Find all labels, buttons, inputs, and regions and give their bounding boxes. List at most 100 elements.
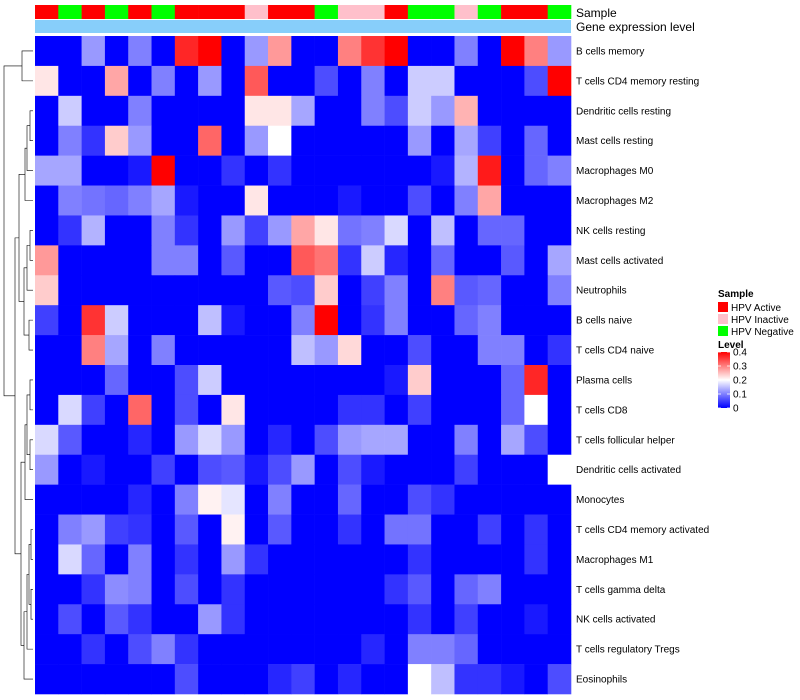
heatmap-cell xyxy=(221,544,246,575)
heatmap-cell xyxy=(244,65,269,97)
row-label: Dendritic cells activated xyxy=(576,465,681,476)
heatmap-cell xyxy=(314,365,339,396)
heatmap-cell xyxy=(337,634,362,665)
heatmap-cell xyxy=(58,36,82,67)
heatmap-cell xyxy=(104,604,129,635)
heatmap-cell xyxy=(198,424,222,456)
heatmap-cell xyxy=(221,634,246,665)
heatmap-cell xyxy=(361,245,385,276)
heatmap-cell xyxy=(384,335,409,366)
heatmap-cell xyxy=(314,394,339,426)
heatmap-cell xyxy=(35,604,59,635)
heatmap-cells xyxy=(35,36,572,695)
heatmap-cell xyxy=(361,514,385,545)
heatmap-cell xyxy=(501,574,525,605)
heatmap-cell xyxy=(361,185,385,216)
sample-annotation-cell xyxy=(477,5,502,19)
heatmap-cell xyxy=(58,664,82,695)
heatmap-cell xyxy=(454,484,479,515)
heatmap-cell xyxy=(268,424,292,456)
legend-swatch xyxy=(718,302,728,312)
heatmap-cell xyxy=(547,424,572,456)
heatmap-cell xyxy=(407,155,432,186)
heatmap-cell xyxy=(128,484,152,515)
heatmap-cell xyxy=(198,155,222,186)
heatmap-cell xyxy=(35,275,59,306)
row-label: Mast cells activated xyxy=(576,256,663,267)
heatmap-cell xyxy=(198,514,222,545)
heatmap-cell xyxy=(361,394,385,426)
heatmap-cell xyxy=(221,185,246,216)
heatmap-cell xyxy=(268,125,292,156)
heatmap-cell xyxy=(524,544,548,575)
heatmap-cell xyxy=(174,365,199,396)
heatmap-cell xyxy=(268,514,292,545)
heatmap-cell xyxy=(524,95,548,127)
heatmap-cell xyxy=(151,275,176,306)
heatmap-cell xyxy=(35,394,59,426)
heatmap-cell xyxy=(104,95,129,127)
heatmap-cell xyxy=(501,514,525,545)
heatmap-cell xyxy=(431,634,455,665)
heatmap-cell xyxy=(384,215,409,246)
heatmap-cell xyxy=(244,155,269,186)
heatmap-cell xyxy=(81,544,106,575)
row-label: Dendritic cells resting xyxy=(576,106,671,117)
heatmap-cell xyxy=(174,574,199,605)
heatmap-cell xyxy=(221,305,246,336)
heatmap-cell xyxy=(431,305,455,336)
sample-annotation-cell xyxy=(407,5,432,19)
row-label: B cells memory xyxy=(576,46,644,57)
heatmap-cell xyxy=(501,215,525,246)
legend-swatch xyxy=(718,314,728,324)
legend-level-ticks: 0.4 0.3 0.2 0.1 0 xyxy=(718,348,747,415)
heatmap-cell xyxy=(477,574,502,605)
heatmap-cell xyxy=(477,185,502,216)
heatmap-cell xyxy=(291,245,315,276)
sample-annotation-cell xyxy=(268,5,292,19)
heatmap-cell xyxy=(244,215,269,246)
heatmap-cell xyxy=(314,544,339,575)
heatmap-cell xyxy=(58,275,82,306)
dendrogram-branch xyxy=(29,439,33,470)
heatmap-cell xyxy=(407,484,432,515)
sample-annotation-cell xyxy=(244,5,269,19)
heatmap-cell xyxy=(547,514,572,545)
heatmap-cell xyxy=(337,36,362,67)
heatmap-cell xyxy=(198,604,222,635)
heatmap-cell xyxy=(501,125,525,156)
heatmap-cell xyxy=(151,634,176,665)
heatmap-cell xyxy=(337,95,362,127)
heatmap-cell xyxy=(104,664,129,695)
heatmap-cell xyxy=(81,65,106,97)
heatmap-cell xyxy=(174,335,199,366)
heatmap-cell xyxy=(314,245,339,276)
heatmap-cell xyxy=(104,275,129,306)
heatmap-cell xyxy=(128,424,152,456)
heatmap-cell xyxy=(291,365,315,396)
heatmap-cell xyxy=(477,634,502,665)
heatmap-cell xyxy=(128,245,152,276)
heatmap-cell xyxy=(151,394,176,426)
heatmap-cell xyxy=(431,544,455,575)
heatmap-cell xyxy=(151,365,176,396)
heatmap-cell xyxy=(314,275,339,306)
heatmap-cell xyxy=(174,125,199,156)
heatmap-cell xyxy=(198,125,222,156)
heatmap-cell xyxy=(35,155,59,186)
heatmap-cell xyxy=(58,365,82,396)
legend-tick-label: 0.3 xyxy=(733,362,747,373)
heatmap-cell xyxy=(268,394,292,426)
heatmap-cell xyxy=(454,544,479,575)
heatmap-cell xyxy=(291,484,315,515)
heatmap-cell xyxy=(431,155,455,186)
heatmap-cell xyxy=(244,544,269,575)
heatmap-cell xyxy=(337,574,362,605)
heatmap-cell xyxy=(268,664,292,695)
heatmap-cell xyxy=(384,245,409,276)
heatmap-cell xyxy=(81,185,106,216)
heatmap-cell xyxy=(291,155,315,186)
heatmap-cell xyxy=(431,36,455,67)
heatmap-cell xyxy=(477,365,502,396)
heatmap-cell xyxy=(454,215,479,246)
